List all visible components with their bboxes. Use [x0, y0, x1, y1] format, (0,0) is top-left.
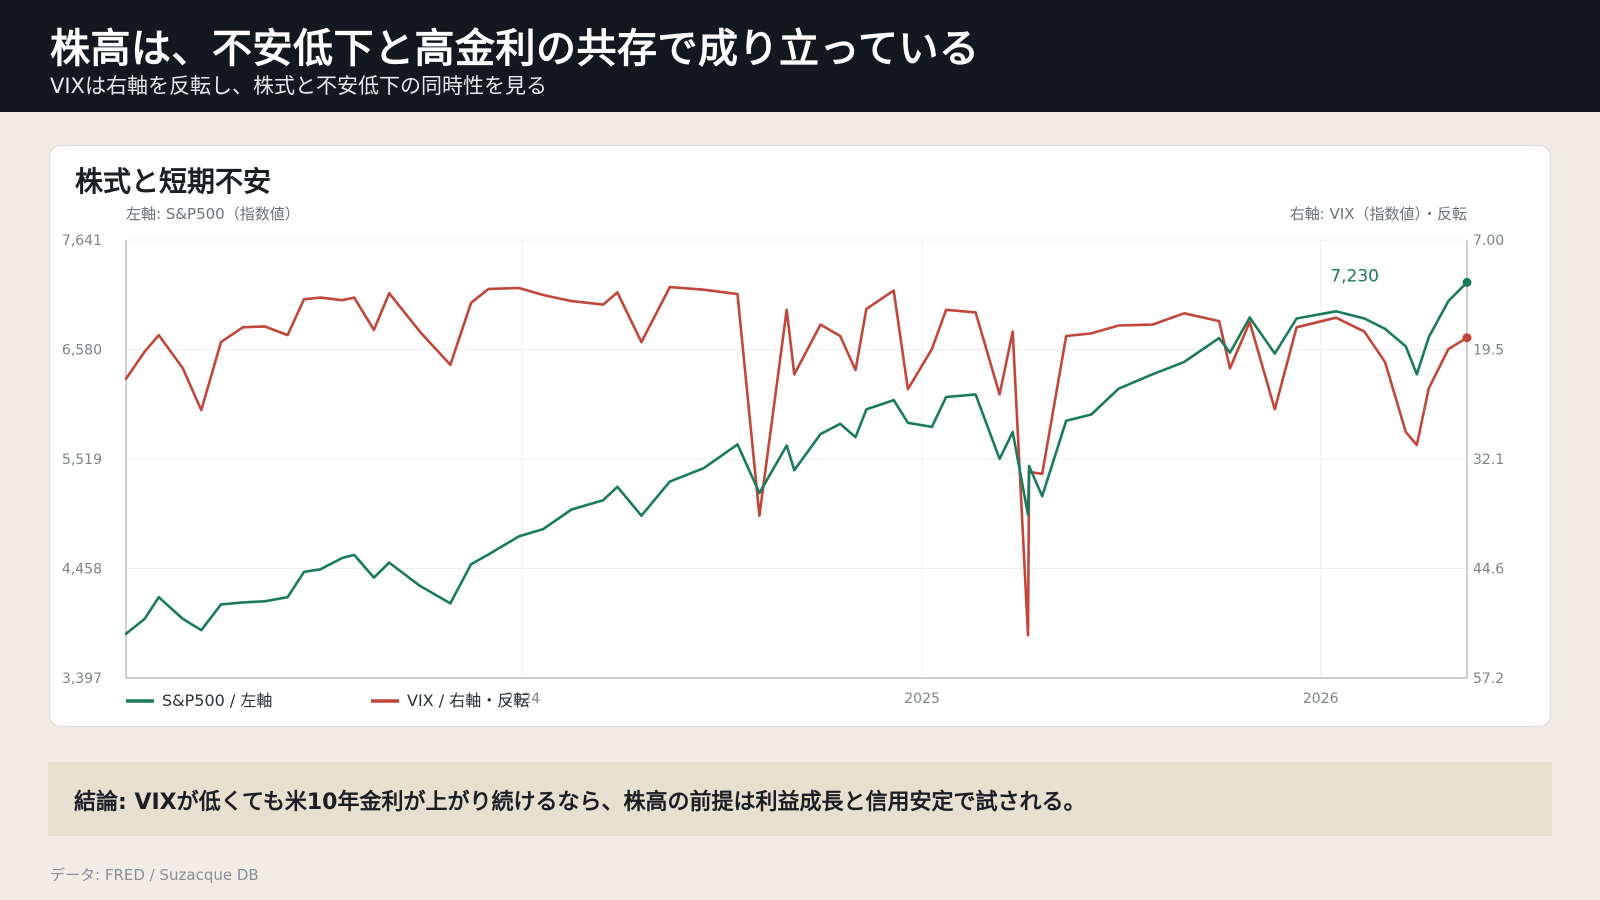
- left-tick-label: 5,519: [62, 452, 102, 468]
- left-tick-label: 3,397: [62, 671, 102, 687]
- legend-label: S&P500 / 左軸: [162, 691, 272, 710]
- data-source-footer: データ: FRED / Suzacque DB: [50, 866, 259, 884]
- page-title: 株高は、不安低下と高金利の共存で成り立っている: [50, 26, 980, 72]
- sp500-line: [124, 281, 1469, 636]
- left-tick-label: 6,580: [62, 343, 102, 359]
- right-tick-label: 57.2: [1473, 671, 1504, 687]
- conclusion-text: 結論: VIXが低くても米10年金利が上がり続けるなら、株高の前提は利益成長と信…: [74, 790, 1086, 815]
- right-tick-label: 44.6: [1473, 562, 1504, 578]
- left-tick-label: 4,458: [62, 562, 102, 578]
- chart-series: [124, 277, 1472, 637]
- right-axis-title: 右軸: VIX（指数値）・反転: [1290, 205, 1467, 223]
- sp500-end-label: 7,230: [1330, 266, 1379, 286]
- chart-card: [49, 145, 1551, 727]
- left-axis-title: 左軸: S&P500（指数値）: [126, 205, 300, 223]
- right-tick-label: 7.00: [1473, 233, 1504, 249]
- right-tick-label: 19.5: [1473, 343, 1504, 359]
- chart-card-title: 株式と短期不安: [75, 165, 272, 198]
- conclusion-box: 結論: VIXが低くても米10年金利が上がり続けるなら、株高の前提は利益成長と信…: [48, 762, 1552, 836]
- sp500-end-point: [1462, 277, 1472, 287]
- chart-legend: S&P500 / 左軸 VIX / 右軸・反転: [126, 691, 529, 710]
- x-tick-label: 2026: [1303, 691, 1339, 707]
- page-header: 株高は、不安低下と高金利の共存で成り立っている VIXは右軸を反転し、株式と不安…: [0, 0, 1600, 112]
- vix-end-point: [1462, 333, 1472, 343]
- page-subtitle: VIXは右軸を反転し、株式と不安低下の同時性を見る: [50, 74, 547, 98]
- x-tick-label: 2025: [904, 691, 940, 707]
- x-tick-label: 2024: [505, 691, 541, 707]
- chart-axes: [125, 240, 1468, 679]
- left-tick-label: 7,641: [62, 233, 102, 249]
- chart-gridlines: [126, 239, 1467, 679]
- vix-line: [124, 285, 1469, 637]
- chart-labels: 7,641 7.00 6,580 19.5 5,519 32.1 4,458 44.6 3,39…: [62, 205, 1504, 707]
- right-tick-label: 32.1: [1473, 452, 1504, 468]
- legend-label: VIX / 右軸・反転: [407, 691, 529, 710]
